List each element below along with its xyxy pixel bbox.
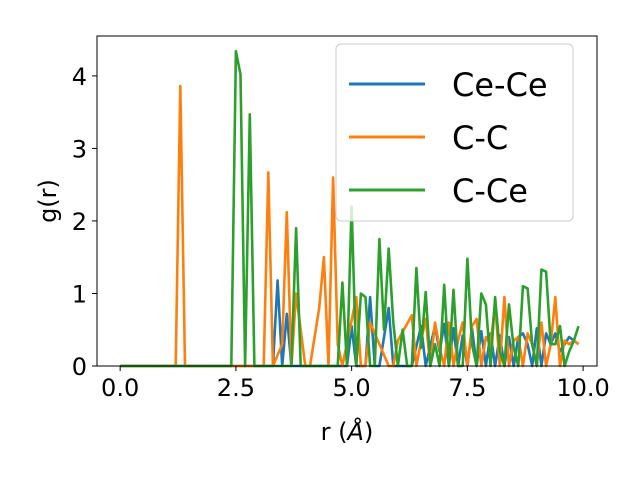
legend: Ce-Ce C-C C-Ce	[335, 43, 574, 222]
y-tick-label: 0	[72, 353, 87, 381]
legend-label-ce-ce: Ce-Ce	[452, 66, 548, 104]
y-tick-label: 3	[72, 135, 87, 163]
y-axis-label: g(r)	[34, 179, 62, 223]
x-tick-label: 0.0	[101, 374, 139, 402]
legend-label-c-c: C-C	[452, 119, 508, 157]
x-axis: 0.0 2.5 5.0 7.5 10.0	[101, 366, 610, 402]
legend-box	[335, 43, 574, 222]
legend-label-c-ce: C-Ce	[452, 172, 528, 210]
x-tick-label: 10.0	[556, 374, 609, 402]
x-tick-label: 5.0	[333, 374, 371, 402]
plot-frame	[96, 35, 598, 367]
x-tick-label: 2.5	[217, 374, 255, 402]
series-line-c-ce	[120, 49, 580, 368]
y-tick-label: 4	[72, 63, 87, 91]
y-tick-label: 1	[72, 280, 87, 308]
y-tick-label: 2	[72, 208, 87, 236]
x-tick-label: 7.5	[448, 374, 486, 402]
y-axis: 0 1 2 3 4	[72, 63, 97, 381]
x-axis-label: r (Å)	[321, 417, 374, 446]
